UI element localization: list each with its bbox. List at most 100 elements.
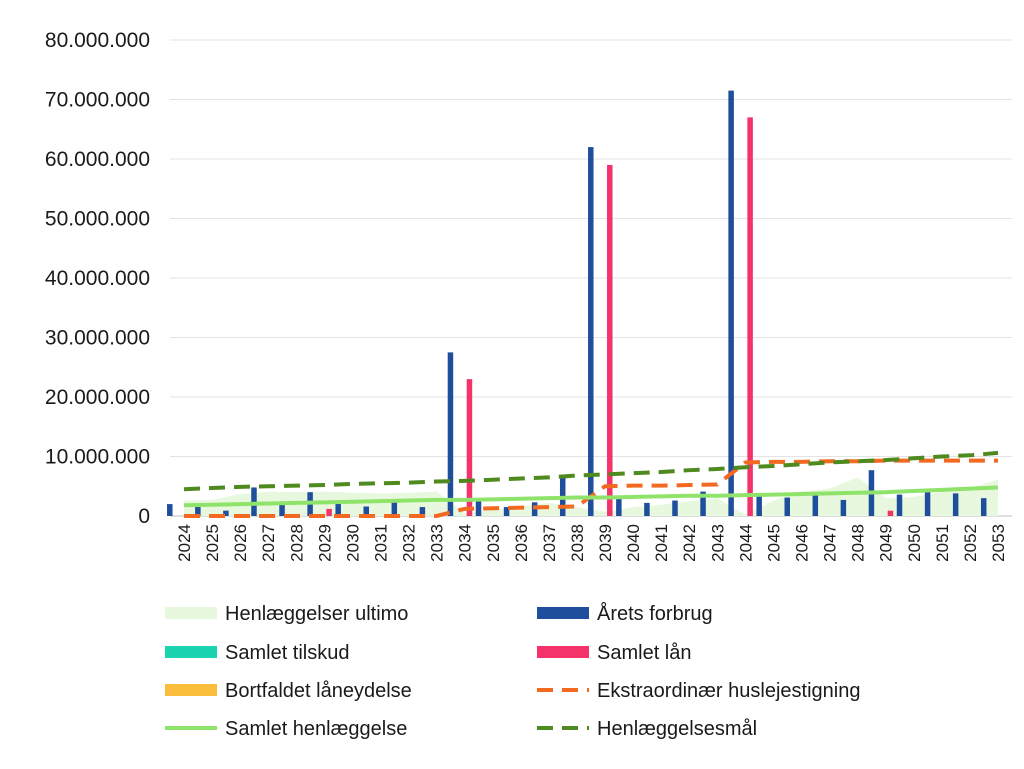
bar-2-2034 [466,379,473,516]
x-tick-label: 2028 [287,524,306,562]
x-tick-label: 2037 [540,524,559,562]
bar-0-2034 [447,352,454,516]
x-tick-label: 2042 [680,524,699,562]
x-tick-label: 2040 [624,524,643,562]
legend-label: Samlet lån [597,642,692,664]
legend-entry: Samlet henlæggelse [165,718,407,740]
bar-0-2030 [335,501,341,516]
x-tick-label: 2045 [764,524,783,562]
area-henlaeggelser-ultimo [184,477,998,516]
legend-entry: Ekstraordinær huslejestigning [537,680,860,702]
y-tick-label: 10.000.000 [45,446,150,469]
bar-0-2025 [195,507,201,516]
bar-0-2032 [391,502,398,516]
series-line-2 [183,450,999,492]
y-tick-label: 30.000.000 [45,327,150,350]
bar-0-2039 [588,147,594,516]
x-tick-label: 2052 [961,524,980,562]
bar-0-2028 [279,501,285,516]
legend-entry: Bortfaldet låneydelse [165,680,412,702]
y-tick-label: 60.000.000 [45,148,150,171]
x-tick-label: 2034 [456,524,475,562]
area-series-layer [184,477,998,516]
bar-0-2044 [728,90,734,516]
bar-2-2049 [887,510,894,516]
legend-swatch [165,684,217,696]
bar-0-2042 [672,500,678,516]
y-tick-label: 50.000.000 [45,208,150,231]
bar-0-2053 [980,498,987,516]
x-tick-label: 2046 [793,524,812,562]
legend-entry: Samlet tilskud [165,642,350,664]
x-tick-label: 2026 [231,524,250,562]
x-tick-label: 2047 [821,524,840,562]
bar-0-2036 [503,507,510,516]
legend-label: Årets forbrug [597,602,713,625]
legend-swatch [537,607,589,619]
legend: Henlæggelser ultimo Årets forbrug Samlet t… [165,602,860,740]
legend-swatch [537,646,589,658]
bar-0-2041 [644,502,650,516]
bar-0-2046 [784,497,790,516]
legend-entry: Samlet lån [537,642,692,664]
legend-entry: Henlæggelsesmål [537,718,757,740]
bar-0-2045 [756,493,762,516]
x-tick-label: 2050 [905,524,924,562]
x-tick-label: 2044 [736,524,755,562]
bar-0-2043 [700,491,706,516]
x-tick-label: 2033 [428,524,447,562]
x-tick-label: 2043 [708,524,727,562]
bar-0-2051 [924,488,931,516]
bar-0-2027 [251,487,257,516]
y-tick-label: 80.000.000 [45,29,150,52]
y-axis-tick-labels: 0 10.000.000 20.000.000 30.000.000 40.000.00… [45,29,150,528]
y-tick-label: 0 [138,505,150,528]
legend-label: Samlet henlæggelse [225,718,407,740]
legend-label: Henlæggelsesmål [597,718,757,740]
y-tick-label: 20.000.000 [45,386,150,409]
x-tick-label: 2049 [877,524,896,562]
bar-0-2033 [419,507,426,516]
legend-entry: Henlæggelser ultimo [165,603,408,625]
bar-0-2047 [812,495,819,516]
legend-entry: Årets forbrug [537,602,713,625]
y-tick-label: 70.000.000 [45,89,150,112]
x-tick-label: 2048 [849,524,868,562]
x-tick-label: 2030 [343,524,362,562]
x-tick-label: 2031 [372,524,391,562]
x-axis-tick-labels: 2024 2025 2026 2027 2028 2029 2030 2031 2032 2033… [175,524,1008,562]
x-tick-label: 2025 [203,524,222,562]
legend-label: Samlet tilskud [225,642,350,664]
x-tick-label: 2051 [933,524,952,562]
bar-2-2044 [747,117,753,516]
legend-label: Ekstraordinær huslejestigning [597,680,860,702]
bar-series-layer [167,90,987,516]
bar-0-2052 [952,493,959,516]
x-tick-label: 2039 [596,524,615,562]
bar-0-2050 [896,494,903,516]
x-tick-label: 2053 [989,524,1008,562]
line-series-layer [183,450,999,518]
x-tick-label: 2041 [652,524,671,562]
x-tick-label: 2027 [259,524,278,562]
x-tick-label: 2029 [315,524,334,562]
x-tick-label: 2036 [512,524,531,562]
x-tick-label: 2024 [175,524,194,562]
legend-swatch [165,607,217,619]
legend-label: Bortfaldet låneydelse [225,680,412,702]
bar-0-2031 [363,506,369,516]
x-tick-label: 2035 [484,524,503,562]
bar-0-2026 [223,510,229,516]
bar-2-2039 [607,164,613,516]
x-tick-label: 2038 [568,524,587,562]
bar-0-2024 [167,504,173,516]
bar-2-2029 [326,508,332,516]
x-tick-label: 2032 [400,524,419,562]
series-line-1 [183,485,999,508]
bar-0-2040 [616,496,622,516]
y-tick-label: 40.000.000 [45,267,150,290]
legend-swatch [165,646,217,658]
bar-0-2038 [559,475,566,516]
